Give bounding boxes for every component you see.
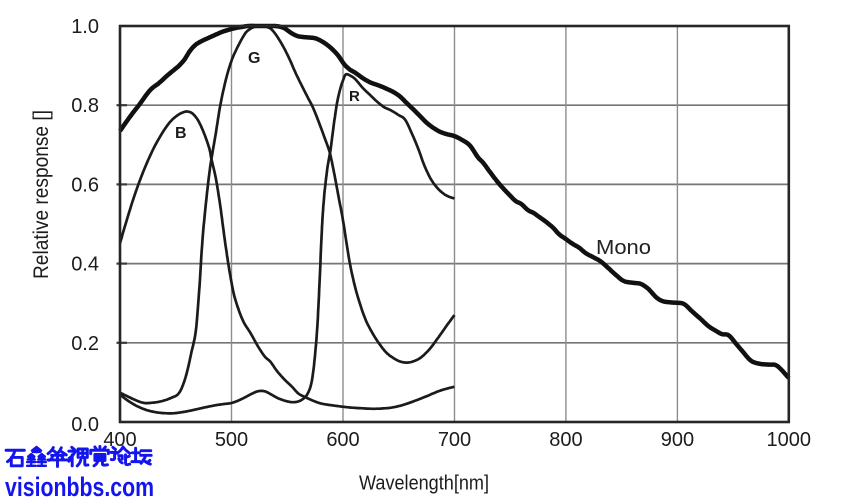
svg-text:Wavelength[nm]: Wavelength[nm] (359, 473, 489, 495)
svg-text:0.2: 0.2 (71, 333, 99, 355)
svg-text:B: B (175, 125, 187, 142)
svg-text:Mono: Mono (596, 237, 651, 259)
svg-text:R: R (349, 88, 360, 105)
svg-text:0.8: 0.8 (71, 95, 99, 117)
svg-text:800: 800 (549, 429, 582, 451)
svg-text:500: 500 (215, 429, 248, 451)
svg-text:1000: 1000 (767, 429, 812, 451)
svg-text:700: 700 (438, 429, 471, 451)
svg-text:0.6: 0.6 (71, 174, 99, 196)
svg-text:Relative response []: Relative response [] (29, 110, 53, 279)
svg-text:600: 600 (326, 429, 359, 451)
svg-text:1.0: 1.0 (71, 16, 99, 38)
svg-text:900: 900 (661, 429, 694, 451)
svg-text:400: 400 (103, 429, 136, 451)
svg-text:visionbbs.com: visionbbs.com (5, 472, 154, 499)
svg-text:G: G (248, 50, 260, 67)
svg-text:0.4: 0.4 (71, 254, 99, 276)
svg-text:0.0: 0.0 (71, 414, 99, 436)
